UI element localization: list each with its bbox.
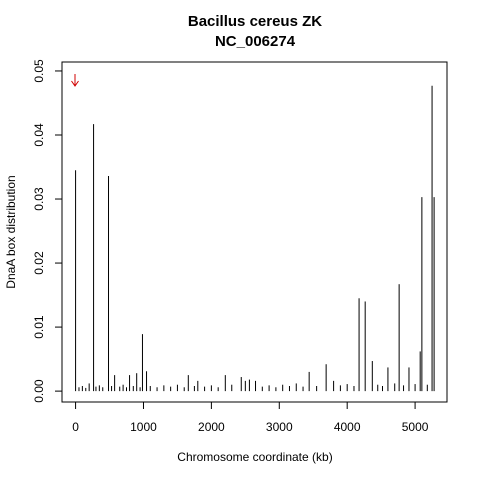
x-tick-label: 0 bbox=[72, 420, 79, 434]
x-tick-label: 2000 bbox=[198, 420, 225, 434]
chart-subtitle: NC_006274 bbox=[215, 33, 296, 50]
x-tick-label: 3000 bbox=[266, 420, 293, 434]
y-tick-label: 0.00 bbox=[32, 379, 46, 403]
x-tick-label: 1000 bbox=[130, 420, 157, 434]
plot-frame bbox=[61, 61, 448, 403]
y-tick-label: 0.04 bbox=[32, 123, 46, 147]
x-axis-label: Chromosome coordinate (kb) bbox=[177, 450, 332, 464]
y-tick-label: 0.03 bbox=[32, 187, 46, 211]
x-tick-label: 4000 bbox=[334, 420, 361, 434]
y-tick-label: 0.05 bbox=[32, 59, 46, 83]
y-axis-label: DnaA box distribution bbox=[4, 175, 18, 288]
x-tick-label: 5000 bbox=[402, 420, 429, 434]
chart-title: Bacillus cereus ZK bbox=[188, 13, 322, 30]
y-tick-label: 0.02 bbox=[32, 251, 46, 275]
y-tick-label: 0.01 bbox=[32, 315, 46, 339]
origin-arrow bbox=[71, 74, 79, 87]
